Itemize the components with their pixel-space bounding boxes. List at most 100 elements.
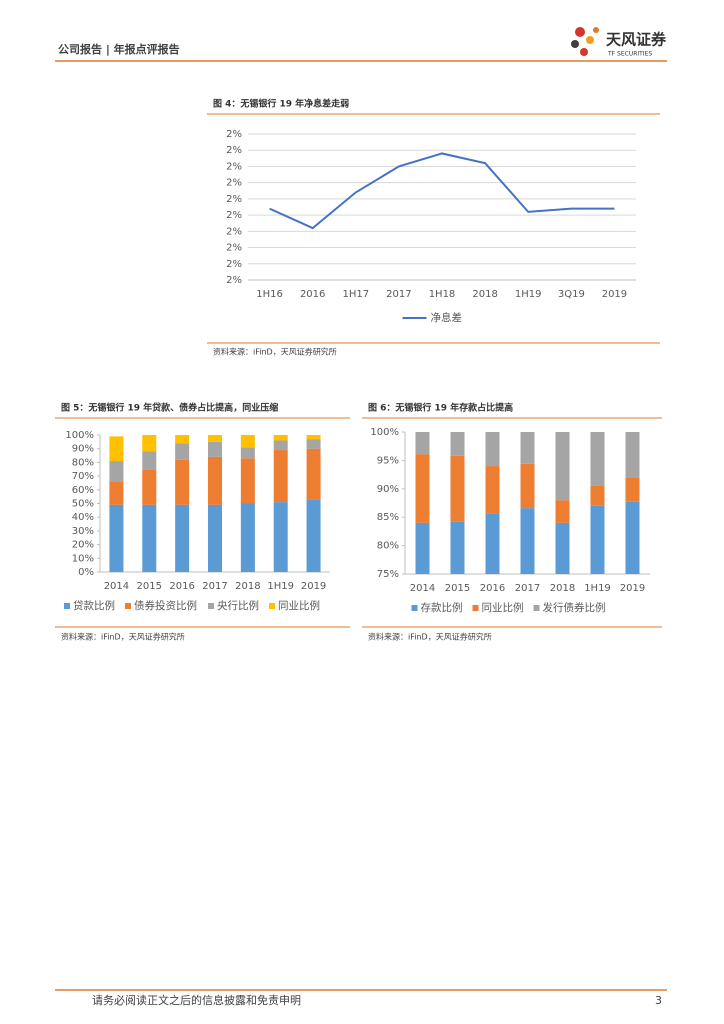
x-tick-label: 2019 bbox=[602, 289, 627, 300]
bar-segment bbox=[590, 432, 605, 486]
line-series bbox=[269, 152, 615, 230]
legend-label: 存款比例 bbox=[421, 601, 463, 614]
y-tick-label: 60% bbox=[72, 485, 94, 496]
x-tick-label: 2014 bbox=[410, 583, 435, 594]
bar-segment bbox=[142, 435, 157, 452]
x-tick-label: 1H19 bbox=[584, 583, 611, 594]
y-tick-label: 2% bbox=[226, 129, 242, 140]
legend-swatch bbox=[269, 603, 275, 609]
x-tick-label: 2015 bbox=[445, 583, 470, 594]
y-tick-label: 0% bbox=[78, 567, 94, 578]
x-tick-label: 2017 bbox=[202, 581, 227, 592]
bar-segment bbox=[240, 435, 255, 448]
y-tick-label: 2% bbox=[226, 145, 242, 156]
bar-segment bbox=[175, 435, 190, 444]
logo-text: 天风证券 bbox=[606, 31, 667, 49]
bar-segment bbox=[273, 502, 288, 572]
logo-subtext: TF SECURITIES bbox=[607, 51, 652, 58]
source-note: 资料来源：iFinD，天风证券研究所 bbox=[61, 632, 185, 642]
bar-segment bbox=[590, 505, 605, 574]
bar-segment bbox=[142, 451, 157, 470]
bar-segment bbox=[142, 504, 157, 572]
y-tick-label: 2% bbox=[226, 161, 242, 172]
y-tick-label: 2% bbox=[226, 226, 242, 237]
bar-segment bbox=[240, 503, 255, 572]
y-tick-label: 10% bbox=[72, 553, 94, 564]
y-tick-label: 90% bbox=[72, 444, 94, 455]
legend-label: 净息差 bbox=[431, 311, 463, 324]
bar-segment bbox=[625, 432, 640, 479]
bar-segment bbox=[175, 459, 190, 505]
bar-segment bbox=[520, 463, 535, 509]
figure-caption: 图 6：无锡银行 19 年存款占比提高 bbox=[368, 402, 513, 414]
x-tick-label: 1H16 bbox=[256, 289, 283, 300]
bar-segment bbox=[415, 522, 430, 574]
bar-segment bbox=[415, 432, 430, 455]
legend-swatch bbox=[472, 605, 479, 611]
legend-label: 同业比例 bbox=[482, 601, 524, 614]
y-tick-label: 80% bbox=[377, 541, 399, 552]
y-tick-label: 2% bbox=[226, 259, 242, 270]
bar-segment bbox=[625, 501, 640, 574]
figure-caption: 图 4：无锡银行 19 年净息差走弱 bbox=[213, 98, 349, 110]
x-tick-label: 1H19 bbox=[515, 289, 542, 300]
x-tick-label: 2017 bbox=[515, 583, 540, 594]
bar-segment bbox=[450, 455, 465, 522]
x-tick-label: 1H19 bbox=[267, 581, 294, 592]
bar-segment bbox=[208, 441, 222, 457]
legend-swatch bbox=[411, 605, 418, 611]
bar-segment bbox=[450, 432, 465, 456]
x-tick-label: 2016 bbox=[300, 289, 325, 300]
bar-segment bbox=[485, 466, 500, 514]
x-tick-label: 2014 bbox=[104, 581, 129, 592]
bar-segment bbox=[208, 456, 222, 505]
bar-segment bbox=[415, 454, 430, 523]
y-tick-label: 85% bbox=[377, 512, 399, 523]
y-tick-label: 30% bbox=[72, 526, 94, 537]
y-tick-label: 2% bbox=[226, 194, 242, 205]
source-note: 资料来源：iFinD，天风证券研究所 bbox=[213, 347, 337, 357]
legend-swatch bbox=[125, 603, 131, 609]
bar-segment bbox=[555, 432, 570, 501]
x-tick-label: 2019 bbox=[301, 581, 326, 592]
bar-segment bbox=[273, 435, 288, 441]
header-text: 公司报告 | 年报点评报告 bbox=[58, 42, 180, 56]
bar-segment bbox=[142, 469, 157, 505]
bar-segment bbox=[175, 504, 190, 572]
bar-segment bbox=[555, 500, 570, 523]
bar-segment bbox=[240, 458, 255, 504]
bar-segment bbox=[485, 432, 500, 467]
x-tick-label: 2015 bbox=[137, 581, 162, 592]
legend-label: 发行债券比例 bbox=[543, 601, 606, 614]
x-tick-label: 2018 bbox=[235, 581, 260, 592]
y-tick-label: 2% bbox=[226, 275, 242, 286]
y-tick-label: 2% bbox=[226, 243, 242, 254]
bar-segment bbox=[109, 504, 124, 572]
bar-segment bbox=[450, 521, 465, 574]
x-tick-label: 2018 bbox=[472, 289, 497, 300]
x-tick-label: 1H17 bbox=[342, 289, 369, 300]
legend-label: 贷款比例 bbox=[73, 599, 115, 612]
bar-segment bbox=[109, 436, 124, 462]
bar-segment bbox=[273, 440, 288, 451]
y-tick-label: 95% bbox=[377, 455, 399, 466]
bar-segment bbox=[306, 435, 321, 440]
x-tick-label: 3Q19 bbox=[558, 289, 585, 300]
bar-segment bbox=[273, 450, 288, 503]
page-number: 3 bbox=[655, 994, 662, 1007]
figure-caption: 图 5：无锡银行 19 年贷款、债券占比提高，同业压缩 bbox=[61, 402, 278, 414]
legend-swatch bbox=[208, 603, 214, 609]
bar-segment bbox=[485, 513, 500, 574]
legend-swatch bbox=[64, 603, 70, 609]
bar-segment bbox=[175, 443, 190, 460]
x-tick-label: 2019 bbox=[620, 583, 645, 594]
y-tick-label: 100% bbox=[370, 427, 399, 438]
bar-segment bbox=[306, 448, 321, 500]
bar-segment bbox=[208, 504, 222, 572]
legend-label: 央行比例 bbox=[217, 599, 259, 612]
logo-icon bbox=[571, 27, 599, 56]
bar-segment bbox=[520, 508, 535, 574]
x-tick-label: 1H18 bbox=[429, 289, 456, 300]
bar-segment bbox=[306, 499, 321, 572]
